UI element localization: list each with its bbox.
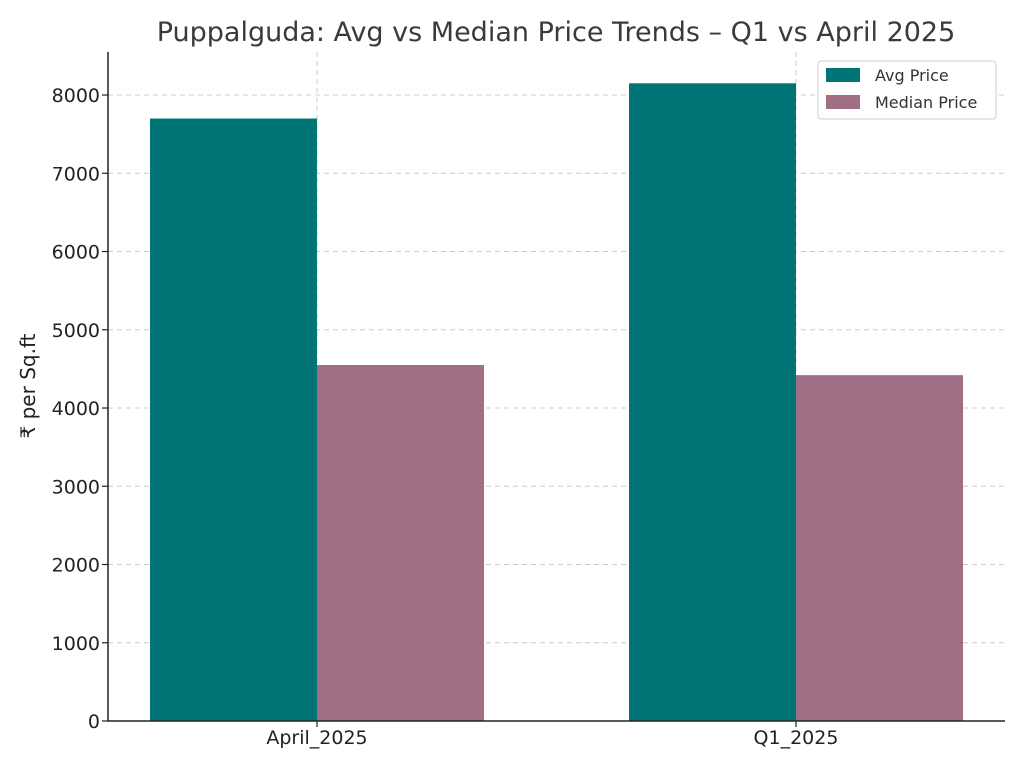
bar-avg-price-q1_2025 <box>629 83 796 722</box>
ticks-layer: 0 1000 2000 3000 4000 5000 6000 7000 8000 April_2… <box>52 85 839 749</box>
y-tick-label: 1000 <box>52 633 100 655</box>
legend-swatch-avg-price <box>826 68 860 82</box>
y-tick-label: 2000 <box>52 555 100 577</box>
legend-label-median-price: Median Price <box>875 93 977 112</box>
y-tick-label: 0 <box>88 711 100 733</box>
bar-avg-price-april_2025 <box>150 118 317 721</box>
legend-label-avg-price: Avg Price <box>875 66 949 85</box>
chart-title: Puppalguda: Avg vs Median Price Trends –… <box>157 17 956 48</box>
legend-box <box>817 60 997 120</box>
y-tick-label: 5000 <box>52 320 100 342</box>
y-tick-label: 4000 <box>52 398 100 420</box>
legend: Avg Price Median Price <box>817 60 997 120</box>
x-tick-label: Q1_2025 <box>754 727 839 749</box>
bar-median-price-april_2025 <box>317 364 484 721</box>
y-tick-label: 3000 <box>52 476 100 498</box>
y-tick-label: 6000 <box>52 242 100 264</box>
x-tick-label: April_2025 <box>266 727 367 749</box>
bars-layer <box>150 83 963 722</box>
y-tick-label: 7000 <box>52 163 100 185</box>
axes-layer <box>107 52 1005 722</box>
y-axis-label: ₹ per Sq.ft <box>16 333 40 438</box>
y-tick-label: 8000 <box>52 85 100 107</box>
bar-median-price-q1_2025 <box>796 375 963 721</box>
legend-swatch-median-price <box>826 95 860 109</box>
